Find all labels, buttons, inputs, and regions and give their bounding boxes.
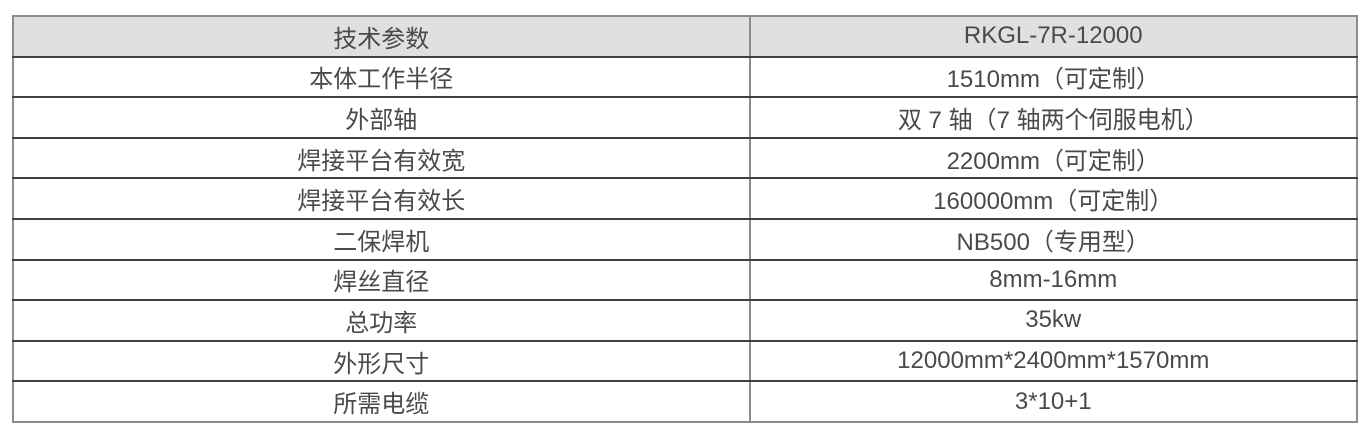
param-cell: 外形尺寸 xyxy=(12,339,751,383)
table-header-row: 技术参数 RKGL-7R-12000 xyxy=(12,15,1358,58)
spec-table: 技术参数 RKGL-7R-12000 本体工作半径 1510mm（可定制） 外部轴双… xyxy=(12,15,1358,423)
param-cell: 焊丝直径 xyxy=(12,258,751,302)
value-cell: 双 7 轴（7 轴两个伺服电机） xyxy=(748,96,1358,139)
table-row: 总功率 35kw xyxy=(12,299,1358,342)
param-cell: 焊接平台有效宽 xyxy=(12,136,751,180)
param-cell: 所需电缆 xyxy=(12,380,751,423)
table-row: 焊接平台有效长 160000mm（可定制） xyxy=(12,177,1358,220)
table-row: 外部轴双 7 轴（7 轴两个伺服电机） xyxy=(12,96,1358,139)
param-cell: 焊接平台有效长 xyxy=(12,177,751,220)
value-cell: 1510mm（可定制） xyxy=(748,55,1358,99)
value-cell: 12000mm*2400mm*1570mm xyxy=(748,339,1358,383)
value-cell: NB500（专用型） xyxy=(748,217,1358,261)
value-cell: 8mm-16mm xyxy=(748,258,1358,302)
table-body: 本体工作半径 1510mm（可定制） 外部轴双 7 轴（7 轴两个伺服电机） 焊接平台… xyxy=(12,55,1358,423)
table-row: 二保焊机 NB500（专用型） xyxy=(12,217,1358,261)
param-cell: 二保焊机 xyxy=(12,217,751,261)
param-cell: 外部轴 xyxy=(12,96,751,139)
header-cell-model: RKGL-7R-12000 xyxy=(748,15,1358,58)
value-cell: 160000mm（可定制） xyxy=(748,177,1358,220)
table-row: 焊丝直径 8mm-16mm xyxy=(12,258,1358,302)
value-cell: 2200mm（可定制） xyxy=(748,136,1358,180)
header-cell-param: 技术参数 xyxy=(12,15,751,58)
value-cell: 3*10+1 xyxy=(748,380,1358,423)
table-row: 本体工作半径 1510mm（可定制） xyxy=(12,55,1358,99)
value-cell: 35kw xyxy=(748,299,1358,342)
table-row: 所需电缆 3*10+1 xyxy=(12,380,1358,423)
param-cell: 总功率 xyxy=(12,299,751,342)
table-row: 外形尺寸 12000mm*2400mm*1570mm xyxy=(12,339,1358,383)
param-cell: 本体工作半径 xyxy=(12,55,751,99)
table-row: 焊接平台有效宽 2200mm（可定制） xyxy=(12,136,1358,180)
table-head: 技术参数 RKGL-7R-12000 xyxy=(12,15,1358,58)
